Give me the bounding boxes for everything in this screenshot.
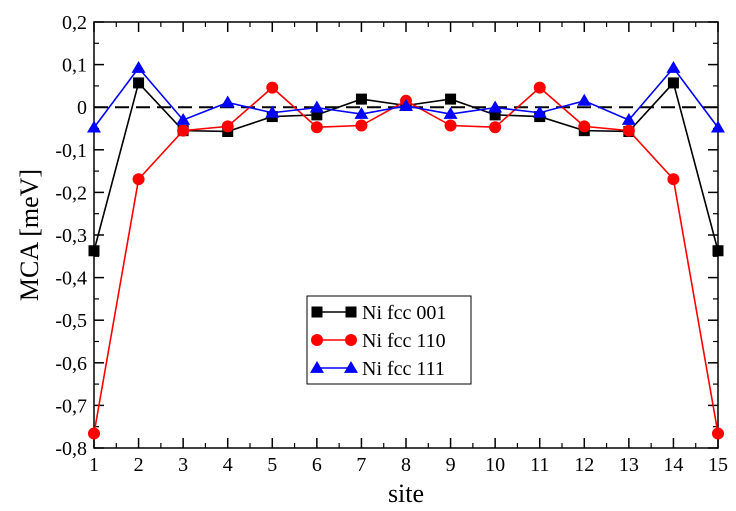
legend-item-ni-fcc-001: Ni fcc 001: [311, 302, 446, 324]
x-tick-label: 13: [619, 454, 639, 476]
y-tick-label: -0,7: [55, 395, 87, 417]
legend-marker-left: [310, 361, 324, 373]
legend-marker-left: [311, 334, 323, 346]
data-point-ni-fcc-110: [310, 121, 323, 134]
legend: Ni fcc 001 Ni fcc 110 Ni fcc 111: [306, 295, 472, 385]
legend-item-ni-fcc-110: Ni fcc 110: [311, 330, 446, 352]
y-tick-label: 0: [77, 97, 87, 119]
y-tick-label: -0,4: [55, 268, 87, 290]
data-point-ni-fcc-110: [88, 427, 100, 440]
data-point-ni-fcc-110: [221, 120, 234, 133]
series-ni-fcc-110: [88, 81, 724, 440]
axis-ticks: 0,20,10-0,1-0,2-0,3-0,4-0,5-0,6-0,7-0,81…: [55, 12, 728, 476]
legend-item-ni-fcc-111: Ni fcc 111: [310, 358, 445, 380]
series-ni-fcc-111: [87, 61, 725, 133]
legend-label: Ni fcc 001: [362, 302, 446, 324]
data-point-ni-fcc-111: [265, 105, 280, 118]
x-axis-title: site: [388, 479, 424, 508]
x-tick-label: 11: [530, 454, 549, 476]
y-tick-label: -0,5: [55, 310, 87, 332]
x-tick-label: 6: [312, 454, 322, 476]
data-point-ni-fcc-111: [711, 120, 725, 133]
data-point-ni-fcc-110: [667, 173, 680, 186]
data-point-ni-fcc-001: [712, 245, 724, 257]
data-point-ni-fcc-110: [177, 124, 190, 137]
data-point-ni-fcc-110: [132, 173, 145, 186]
data-point-ni-fcc-111: [131, 61, 146, 73]
legend-marker-right: [345, 334, 357, 346]
y-tick-label: -0,6: [55, 353, 87, 375]
x-tick-label: 12: [574, 454, 594, 476]
data-point-ni-fcc-001: [355, 93, 367, 105]
data-point-ni-fcc-111: [354, 107, 369, 119]
data-point-ni-fcc-001: [489, 109, 501, 121]
data-point-ni-fcc-001: [88, 245, 100, 257]
x-tick-label: 8: [401, 454, 411, 476]
data-point-ni-fcc-001: [445, 93, 457, 105]
data-point-ni-fcc-110: [712, 427, 724, 440]
x-tick-label: 7: [356, 454, 366, 476]
y-tick-label: -0,1: [55, 140, 87, 162]
data-point-ni-fcc-110: [355, 119, 368, 132]
data-point-ni-fcc-111: [443, 107, 458, 119]
data-point-ni-fcc-111: [488, 100, 503, 113]
data-point-ni-fcc-110: [533, 81, 546, 94]
data-point-ni-fcc-110: [622, 124, 635, 137]
data-point-ni-fcc-111: [666, 61, 681, 73]
x-tick-label: 2: [134, 454, 144, 476]
data-point-ni-fcc-111: [399, 98, 413, 111]
legend-marker-right: [344, 361, 358, 373]
x-tick-label: 5: [267, 454, 277, 476]
legend-marker-left: [311, 306, 323, 318]
x-tick-label: 9: [446, 454, 456, 476]
data-point-ni-fcc-001: [133, 77, 145, 89]
data-point-ni-fcc-111: [87, 120, 101, 133]
data-point-ni-fcc-111: [309, 100, 324, 113]
data-point-ni-fcc-001: [667, 77, 679, 89]
series-layer: [87, 61, 725, 440]
legend-label: Ni fcc 111: [362, 358, 445, 380]
data-point-ni-fcc-110: [489, 121, 502, 134]
data-point-ni-fcc-111: [577, 93, 592, 106]
y-tick-label: 0,1: [62, 55, 87, 77]
x-tick-label: 14: [663, 454, 683, 476]
y-tick-label: -0,8: [55, 438, 87, 460]
y-tick-label: -0,2: [55, 182, 87, 204]
data-point-ni-fcc-110: [266, 81, 279, 94]
y-tick-label: 0,2: [62, 12, 87, 34]
data-point-ni-fcc-111: [176, 112, 191, 125]
x-tick-label: 3: [178, 454, 188, 476]
y-axis-title: MCA [meV]: [15, 169, 44, 301]
data-point-ni-fcc-110: [578, 120, 591, 133]
x-tick-label: 4: [223, 454, 233, 476]
data-point-ni-fcc-110: [444, 119, 457, 132]
data-point-ni-fcc-111: [220, 95, 235, 108]
legend-label: Ni fcc 110: [362, 330, 446, 352]
data-point-ni-fcc-001: [311, 109, 323, 121]
legend-marker-right: [345, 306, 357, 318]
x-tick-label: 10: [485, 454, 505, 476]
y-tick-label: -0,3: [55, 225, 87, 247]
x-tick-label: 15: [708, 454, 728, 476]
data-point-ni-fcc-111: [532, 105, 547, 118]
x-tick-label: 1: [89, 454, 99, 476]
data-point-ni-fcc-111: [621, 112, 636, 125]
